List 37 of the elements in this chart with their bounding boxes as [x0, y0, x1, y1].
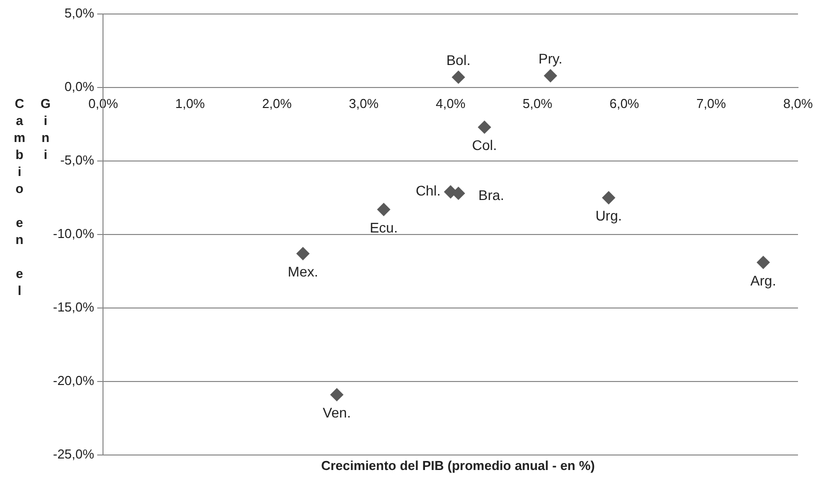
x-tick-label: 1,0% — [175, 96, 206, 111]
point — [377, 203, 390, 216]
x-tick-label: 3,0% — [348, 96, 379, 111]
y-tick-label: 5,0% — [64, 6, 95, 21]
annotation: Bol. — [446, 52, 470, 68]
point — [478, 120, 491, 134]
annotation: Arg. — [750, 272, 776, 288]
point — [452, 186, 465, 200]
x-tick-label: 2,0% — [262, 96, 292, 111]
x-tick-label: 7,0% — [696, 96, 726, 111]
y-axis-title: Cambio en el Gini — [12, 96, 53, 300]
annotation: Col. — [472, 137, 497, 154]
point — [756, 256, 770, 269]
annotation: Chl. — [416, 182, 441, 199]
point — [296, 247, 310, 260]
y-tick-label: -5,0% — [60, 152, 95, 168]
point — [544, 69, 557, 82]
x-tick-label: 6,0% — [609, 96, 640, 111]
point — [602, 191, 616, 204]
x-axis-title: Crecimiento del PIB (promedio anual - en %) — [320, 458, 596, 473]
y-tick-label: -15,0% — [52, 300, 95, 315]
x-tick-label: 8,0% — [783, 96, 814, 111]
x-tick-label: 5,0% — [522, 96, 553, 111]
point — [452, 70, 465, 84]
annotation: Pry. — [538, 50, 562, 67]
x-tick-label: 4,0% — [436, 96, 466, 111]
y-tick-label: -20,0% — [52, 373, 95, 388]
y-tick-label: -25,0% — [52, 446, 95, 462]
annotation: Ven. — [322, 404, 351, 421]
y-tick-label: -10,0% — [52, 226, 95, 242]
annotation: Mex. — [288, 263, 318, 280]
y-tick-label: 0,0% — [64, 79, 95, 94]
annotation: Bra. — [478, 187, 504, 204]
annotation: Ecu. — [370, 219, 398, 236]
point — [330, 388, 344, 402]
x-tick-label: 0,0% — [88, 96, 118, 111]
annotation: Urg. — [595, 208, 622, 224]
